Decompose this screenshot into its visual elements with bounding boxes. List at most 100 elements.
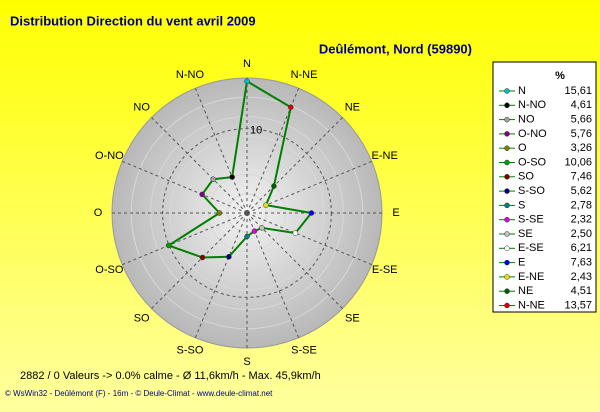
axis-label: S-SO [177, 345, 204, 357]
spoke [151, 212, 248, 309]
radar-ring [169, 135, 325, 291]
legend-label: E [518, 257, 525, 269]
legend-label: SE [518, 228, 533, 240]
legend-value: 5,62 [571, 185, 592, 197]
legend-value: 13,57 [564, 299, 592, 311]
legend-box [492, 61, 597, 313]
legend-label: NO [518, 114, 535, 126]
legend-value: 5,66 [571, 114, 592, 126]
spoke [246, 212, 372, 266]
legend-swatch [504, 231, 510, 237]
footer: © WsWin32 - Deûlémont (F) - 16m - © Deul… [5, 389, 273, 398]
legend-value: 7,63 [571, 257, 592, 269]
spoke [151, 117, 248, 214]
point [210, 176, 216, 182]
legend-label: O-NO [518, 128, 547, 140]
legend-swatch [504, 274, 510, 280]
legend-label: E-SE [518, 242, 544, 254]
legend-value: 3,26 [571, 142, 592, 154]
legend-swatch [504, 145, 510, 151]
point [216, 210, 223, 216]
axis-label: NO [133, 102, 150, 114]
legend-value: 7,46 [571, 171, 592, 183]
axis-label: N-NO [176, 69, 205, 81]
legend-value: 2,50 [571, 228, 592, 240]
legend-label: SO [518, 171, 534, 183]
spoke [122, 212, 248, 266]
axis-label: E-NE [372, 150, 398, 162]
legend-label: S [518, 199, 525, 211]
point [288, 104, 294, 110]
point [165, 242, 172, 249]
legend-value: 2,43 [571, 271, 592, 283]
axis-label: N [243, 58, 251, 70]
legend-label: E-NE [518, 271, 544, 283]
axis-label: E-SE [372, 264, 398, 276]
chart-subtitle: Deûlémont, Nord (59890) [319, 41, 472, 56]
legend-value: 10,06 [564, 156, 592, 168]
legend-swatch [504, 288, 510, 294]
spoke [246, 212, 343, 309]
radar-ring [188, 154, 306, 272]
point [271, 183, 277, 189]
axis-label: S [243, 356, 250, 368]
legend-value: 4,61 [571, 99, 592, 111]
axis-label: O [94, 207, 103, 219]
legend-label: S-SE [518, 214, 544, 226]
point [263, 202, 269, 208]
point [199, 254, 206, 261]
point [292, 230, 299, 236]
axis-label: SE [345, 312, 360, 324]
legend-value: 6,21 [571, 242, 592, 254]
axis-label: O-NO [95, 150, 124, 162]
spoke [246, 117, 343, 214]
legend-value: 2,78 [571, 199, 592, 211]
spoke [194, 88, 248, 214]
legend-swatch [504, 259, 510, 266]
r-tick-label: 10 [250, 125, 262, 137]
axis-label: N-NE [291, 69, 318, 81]
spoke [194, 212, 248, 338]
legend-value: 2,32 [571, 214, 592, 226]
axis-label: NE [345, 102, 360, 114]
legend-label: O-SO [518, 156, 547, 168]
spoke [246, 88, 300, 214]
axis-label: O-SO [95, 264, 124, 276]
legend-swatch [504, 302, 510, 309]
legend-label: S-SO [518, 185, 545, 197]
chart-title: Distribution Direction du vent avril 200… [10, 13, 256, 28]
point [244, 233, 250, 240]
legend-label: N-NO [518, 99, 547, 111]
legend-swatch [504, 88, 510, 94]
spoke [122, 160, 248, 214]
axis-label: S-SE [291, 345, 317, 357]
axis-label: E [392, 207, 399, 219]
legend-swatch [504, 174, 510, 180]
legend-swatch [504, 202, 510, 209]
legend-value: 15,61 [564, 85, 592, 97]
legend-swatch [504, 159, 510, 166]
legend-header: % [555, 70, 565, 82]
point [251, 228, 258, 234]
legend-label: N [518, 85, 526, 97]
legend-swatch [504, 188, 510, 194]
legend-label: O [518, 142, 527, 154]
point [199, 191, 205, 198]
point [308, 210, 315, 216]
point [226, 254, 232, 260]
legend-swatch [504, 102, 510, 109]
point [229, 174, 235, 180]
legend-swatch [504, 245, 510, 252]
legend-label: N-NE [518, 299, 545, 311]
legend-value: 4,51 [571, 285, 592, 297]
footer: 2882 / 0 Valeurs -> 0.0% calme - Ø 11,6k… [20, 370, 321, 382]
spoke [246, 212, 300, 338]
axis-label: SO [134, 312, 150, 324]
point [244, 78, 250, 85]
legend-swatch [504, 216, 510, 223]
legend-swatch [504, 131, 510, 137]
legend-label: NE [518, 285, 533, 297]
point [259, 225, 265, 231]
legend-value: 5,76 [571, 128, 592, 140]
